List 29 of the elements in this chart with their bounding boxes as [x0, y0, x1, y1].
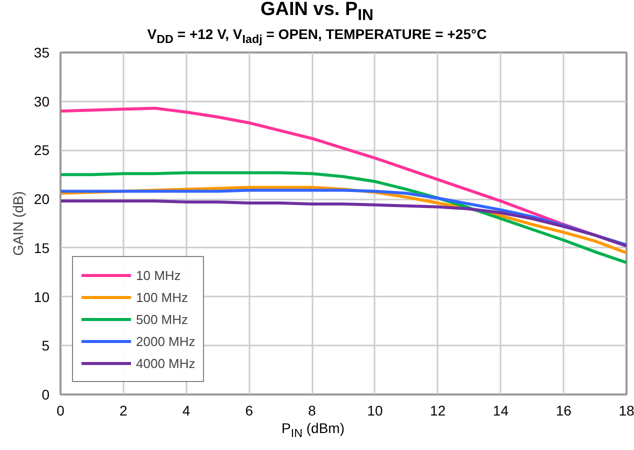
line-series	[60, 200, 626, 248]
y-tick-label: 0	[42, 386, 50, 402]
x-tick-label: 14	[492, 402, 509, 418]
chart-subtitle: V$_{DD}$ = +12 V, V$_{Iadj}$ = OPEN, TEMPERATURE = +25°C	[147, 26, 487, 46]
y-axis-title: GAIN (dB)	[10, 191, 26, 256]
y-tick-label: 5	[42, 338, 50, 354]
chart-title: GAIN vs. P$_{IN}$	[260, 0, 374, 26]
x-tick-label: 18	[618, 402, 634, 418]
legend-label: 10 MHz	[136, 268, 181, 282]
y-tick-label: 30	[34, 93, 50, 110]
legend-label: 4000 MHz	[136, 356, 196, 370]
y-tick-label: 25	[34, 142, 50, 158]
x-tick-label: 10	[367, 402, 383, 418]
x-tick-label: 0	[56, 402, 65, 418]
x-axis-title: P$_{IN}$ (dBm)	[280, 419, 346, 442]
x-tick-label: 12	[430, 402, 446, 418]
x-tick-label: 8	[308, 402, 316, 418]
line-series	[60, 171, 626, 264]
legend-label: 500 MHz	[136, 312, 188, 326]
y-tick-label: 10	[34, 288, 50, 305]
legend-label: 100 MHz	[136, 290, 188, 304]
x-tick-label: 16	[556, 402, 572, 418]
y-tick-label: 20	[34, 191, 50, 208]
y-tick-label: 35	[34, 44, 50, 60]
legend-label: 2000 MHz	[136, 334, 196, 348]
x-tick-label: 6	[245, 402, 254, 418]
x-tick-label: 4	[182, 402, 190, 418]
y-tick-label: 15	[34, 240, 50, 256]
x-tick-label: 2	[119, 402, 128, 418]
